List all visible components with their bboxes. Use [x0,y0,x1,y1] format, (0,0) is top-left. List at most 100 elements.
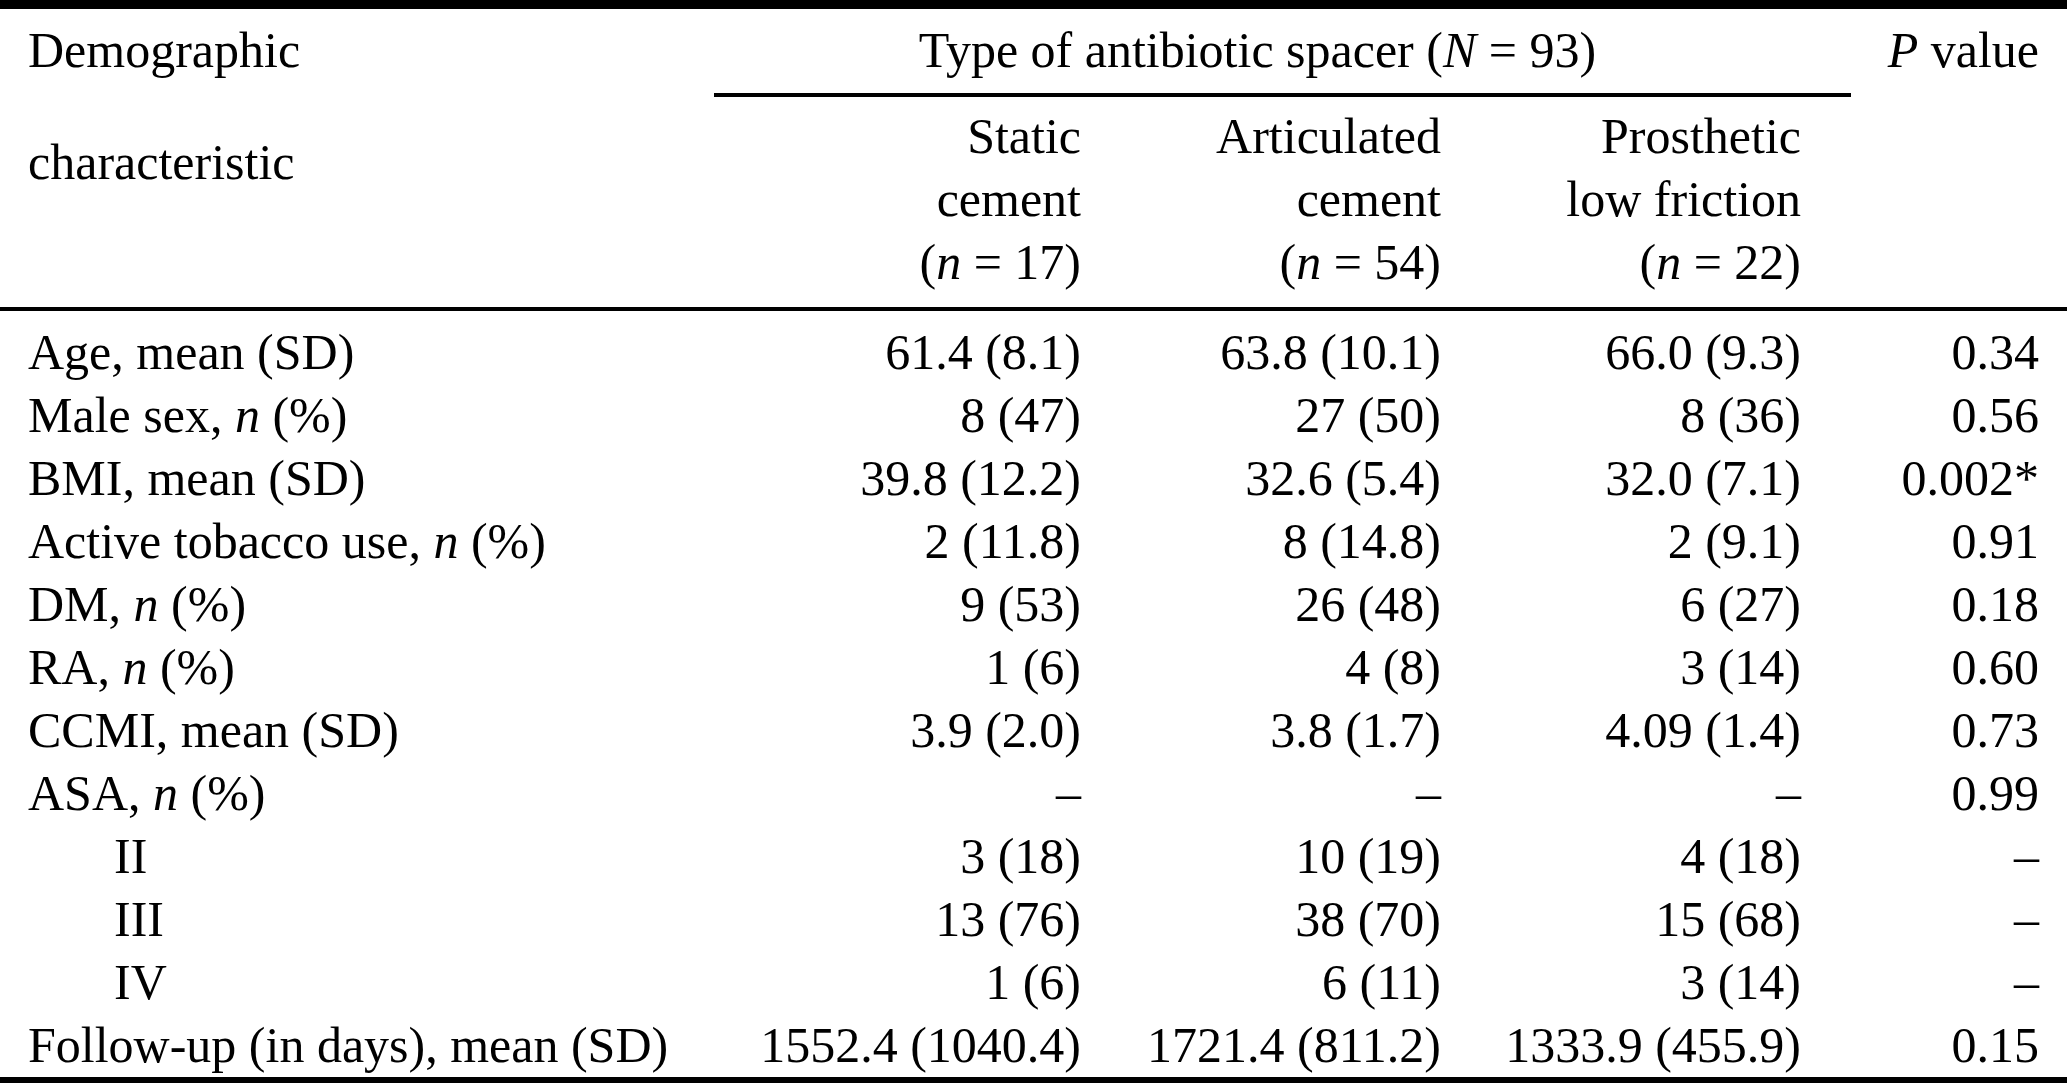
group-header-text: Type of antibiotic spacer ( [919,22,1443,78]
cell-prosthetic: 66.0 (9.3) [1445,309,1805,384]
table-row-active-tobacco-use: Active tobacco use, n (%) 2 (11.8) 8 (14… [0,510,2067,573]
paren-open: ( [1639,234,1656,290]
cell-static: 1 (6) [710,951,1085,1014]
table-row-ra: RA, n (%) 1 (6) 4 (8) 3 (14) 0.60 [0,636,2067,699]
group-header-type-of-antibiotic-spacer: Type of antibiotic spacer (N = 93) [710,5,1805,97]
row-header-line-1: Demographic [28,19,710,82]
table-row-follow-up: Follow-up (in days), mean (SD) 1552.4 (1… [0,1014,2067,1080]
cell-articulated: 38 (70) [1085,888,1445,951]
row-header-demographic-characteristic: Demographic characteristic [0,5,710,309]
articulated-n-count: (n = 54) [1085,231,1441,294]
row-label: CCMI, mean (SD) [0,699,710,762]
table-row-asa-iii: III 13 (76) 38 (70) 15 (68) – [0,888,2067,951]
cell-p-value: 0.15 [1805,1014,2067,1080]
cell-p-value: 0.60 [1805,636,2067,699]
cell-p-value: 0.002* [1805,447,2067,510]
table-row-dm: DM, n (%) 9 (53) 26 (48) 6 (27) 0.18 [0,573,2067,636]
row-label: Follow-up (in days), mean (SD) [0,1014,710,1080]
cell-articulated: 63.8 (10.1) [1085,309,1445,384]
articulated-line-1: Articulated [1085,105,1441,168]
cell-prosthetic: 6 (27) [1445,573,1805,636]
column-header-prosthetic-low-friction: Prosthetic low friction (n = 22) [1445,97,1805,309]
cell-articulated: 8 (14.8) [1085,510,1445,573]
table-row-bmi: BMI, mean (SD) 39.8 (12.2) 32.6 (5.4) 32… [0,447,2067,510]
cell-p-value: 0.73 [1805,699,2067,762]
n-italic: n [1656,234,1681,290]
cell-static: 3 (18) [710,825,1085,888]
static-line-2: cement [710,168,1081,231]
table-row-asa-iv: IV 1 (6) 6 (11) 3 (14) – [0,951,2067,1014]
cell-static: 9 (53) [710,573,1085,636]
cell-static: 1 (6) [710,636,1085,699]
cell-articulated: 4 (8) [1085,636,1445,699]
cell-prosthetic: 2 (9.1) [1445,510,1805,573]
p-value-label: value [1918,22,2039,78]
column-header-p-value: P value [1805,5,2067,309]
cell-articulated: 3.8 (1.7) [1085,699,1445,762]
cell-static: 1552.4 (1040.4) [710,1014,1085,1080]
paren-open: ( [1279,234,1296,290]
row-label: ASA, n (%) [0,762,710,825]
row-label-indented: III [0,888,710,951]
n-value: = 22) [1681,234,1801,290]
cell-articulated: 26 (48) [1085,573,1445,636]
cell-p-value: 0.91 [1805,510,2067,573]
n-value: = 54) [1321,234,1441,290]
cell-articulated: 6 (11) [1085,951,1445,1014]
row-label: BMI, mean (SD) [0,447,710,510]
row-label-indented: IV [0,951,710,1014]
cell-articulated: 27 (50) [1085,384,1445,447]
cell-static: – [710,762,1085,825]
cell-articulated: 32.6 (5.4) [1085,447,1445,510]
cell-prosthetic: 1333.9 (455.9) [1445,1014,1805,1080]
column-header-articulated-cement: Articulated cement (n = 54) [1085,97,1445,309]
cell-prosthetic: 4 (18) [1445,825,1805,888]
table-row-ccmi: CCMI, mean (SD) 3.9 (2.0) 3.8 (1.7) 4.09… [0,699,2067,762]
static-n-count: (n = 17) [710,231,1081,294]
row-label-indented: II [0,825,710,888]
group-header-count: = 93) [1476,22,1596,78]
table-header: Demographic characteristic Type of antib… [0,5,2067,309]
header-row-1: Demographic characteristic Type of antib… [0,5,2067,97]
paper-table-page: Demographic characteristic Type of antib… [0,0,2067,1092]
cell-prosthetic: 3 (14) [1445,636,1805,699]
cell-articulated: 10 (19) [1085,825,1445,888]
cell-p-value: – [1805,825,2067,888]
cell-prosthetic: 3 (14) [1445,951,1805,1014]
row-label: DM, n (%) [0,573,710,636]
static-line-1: Static [710,105,1081,168]
cell-static: 2 (11.8) [710,510,1085,573]
row-label: RA, n (%) [0,636,710,699]
cell-p-value: – [1805,951,2067,1014]
column-header-static-cement: Static cement (n = 17) [710,97,1085,309]
prosthetic-line-2: low friction [1445,168,1801,231]
prosthetic-n-count: (n = 22) [1445,231,1801,294]
table-row-asa: ASA, n (%) – – – 0.99 [0,762,2067,825]
cell-static: 13 (76) [710,888,1085,951]
table-body: Age, mean (SD) 61.4 (8.1) 63.8 (10.1) 66… [0,309,2067,1080]
row-header-line-2: characteristic [28,131,710,194]
prosthetic-line-1: Prosthetic [1445,105,1801,168]
cell-p-value: 0.56 [1805,384,2067,447]
n-value: = 17) [961,234,1081,290]
table-row-asa-ii: II 3 (18) 10 (19) 4 (18) – [0,825,2067,888]
cell-p-value: 0.34 [1805,309,2067,384]
table-row-age: Age, mean (SD) 61.4 (8.1) 63.8 (10.1) 66… [0,309,2067,384]
row-label: Male sex, n (%) [0,384,710,447]
n-italic: n [936,234,961,290]
cell-prosthetic: 4.09 (1.4) [1445,699,1805,762]
cell-articulated: – [1085,762,1445,825]
row-label: Age, mean (SD) [0,309,710,384]
p-italic: P [1888,22,1919,78]
cell-p-value: – [1805,888,2067,951]
cell-static: 3.9 (2.0) [710,699,1085,762]
paren-open: ( [919,234,936,290]
cell-static: 8 (47) [710,384,1085,447]
cell-articulated: 1721.4 (811.2) [1085,1014,1445,1080]
cell-p-value: 0.18 [1805,573,2067,636]
cell-static: 39.8 (12.2) [710,447,1085,510]
table-row-male-sex: Male sex, n (%) 8 (47) 27 (50) 8 (36) 0.… [0,384,2067,447]
articulated-line-2: cement [1085,168,1441,231]
row-label: Active tobacco use, n (%) [0,510,710,573]
cell-prosthetic: 8 (36) [1445,384,1805,447]
